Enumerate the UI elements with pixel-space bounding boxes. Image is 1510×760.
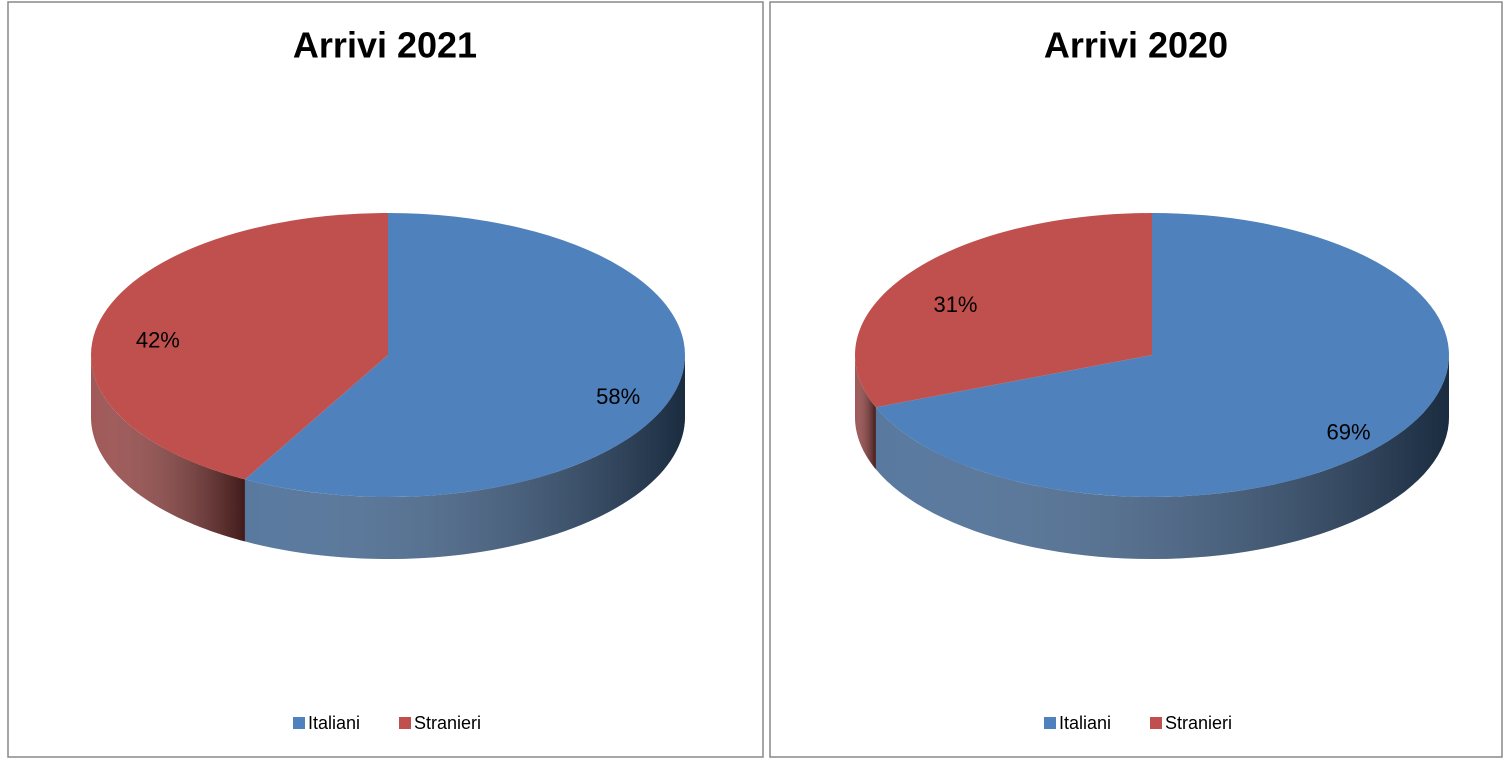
- legend-label: Stranieri: [1165, 713, 1232, 733]
- legend-swatch: [1044, 717, 1056, 729]
- side-shade: [875, 355, 1449, 559]
- legend-swatch: [293, 717, 305, 729]
- side-shade: [855, 355, 876, 470]
- panel: [769, 1, 1503, 758]
- slice: [244, 213, 686, 498]
- data-label: 31%: [933, 292, 977, 317]
- data-label: 42%: [136, 328, 180, 353]
- chart-title: Arrivi 2020: [1044, 25, 1228, 66]
- data-label: 58%: [596, 384, 640, 409]
- slice: [854, 213, 1152, 408]
- panel: [7, 1, 764, 758]
- side-shade: [91, 355, 245, 542]
- legend-swatch: [1150, 717, 1162, 729]
- slice: [875, 213, 1449, 497]
- legend-label: Italiani: [308, 713, 360, 733]
- legend-label: Stranieri: [414, 713, 481, 733]
- legend-label: Italiani: [1059, 713, 1111, 733]
- side-shade: [244, 355, 685, 559]
- data-label: 69%: [1326, 420, 1370, 445]
- slice: [91, 213, 388, 480]
- chart-title: Arrivi 2021: [293, 25, 477, 66]
- legend-swatch: [399, 717, 411, 729]
